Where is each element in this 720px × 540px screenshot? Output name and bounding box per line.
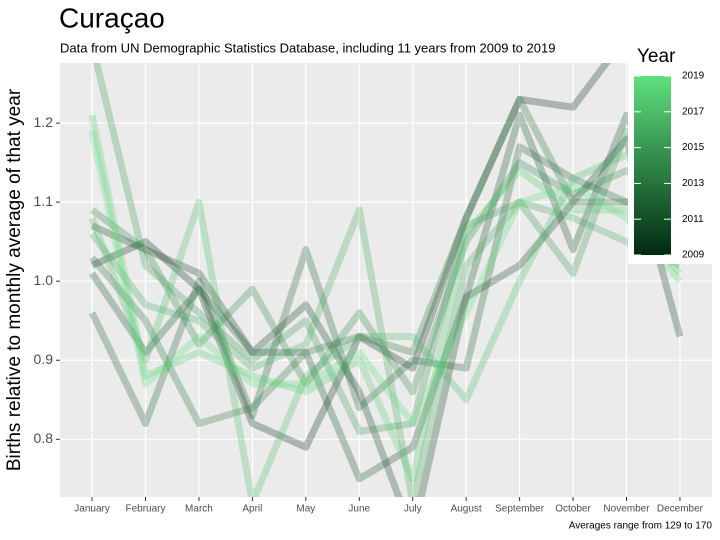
caption: Averages range from 129 to 170	[569, 521, 713, 532]
chart-subtitle: Data from UN Demographic Statistics Data…	[60, 40, 555, 55]
series-line	[89, 198, 682, 497]
legend-label: 2017	[682, 106, 705, 117]
series-line	[88, 151, 683, 497]
x-tick-label: July	[404, 504, 422, 515]
series-line	[88, 130, 683, 427]
x-tick-label: December	[657, 504, 704, 515]
x-tick-label: August	[451, 504, 482, 515]
series-line	[88, 114, 683, 483]
x-tick-label: September	[495, 504, 545, 515]
series-line	[90, 63, 611, 451]
y-tick-label: 0.9	[34, 351, 54, 367]
x-tick-label: May	[296, 504, 315, 515]
x-tick-label: April	[242, 504, 262, 515]
x-tick-label: February	[126, 504, 166, 515]
series-line	[90, 135, 684, 497]
y-tick-label: 1.1	[34, 193, 54, 209]
x-tick-label: November	[603, 504, 650, 515]
x-tick-label: March	[185, 504, 213, 515]
y-tick-label: 1.2	[34, 114, 54, 130]
x-tick-label: January	[74, 504, 110, 515]
legend-label: 2009	[682, 250, 705, 261]
series-line	[89, 111, 684, 483]
chart-title: Curaçao	[59, 2, 165, 33]
legend-label: 2013	[682, 178, 705, 189]
y-tick-label: 0.8	[34, 430, 54, 446]
legend-label: 2011	[682, 214, 704, 225]
series-line	[89, 95, 681, 427]
series-line	[93, 63, 684, 435]
legend-title: Year	[637, 46, 676, 67]
panel	[60, 63, 712, 497]
y-tick-label: 1.0	[34, 272, 54, 288]
colorbar	[634, 76, 671, 255]
x-tick-label: June	[348, 504, 370, 515]
legend-label: 2015	[682, 142, 705, 153]
series-line	[88, 143, 680, 427]
legend-label: 2019	[682, 71, 705, 82]
series-line	[89, 159, 683, 396]
x-tick-label: October	[555, 504, 591, 515]
y-axis-title: Births relative to monthly average of th…	[4, 88, 25, 471]
